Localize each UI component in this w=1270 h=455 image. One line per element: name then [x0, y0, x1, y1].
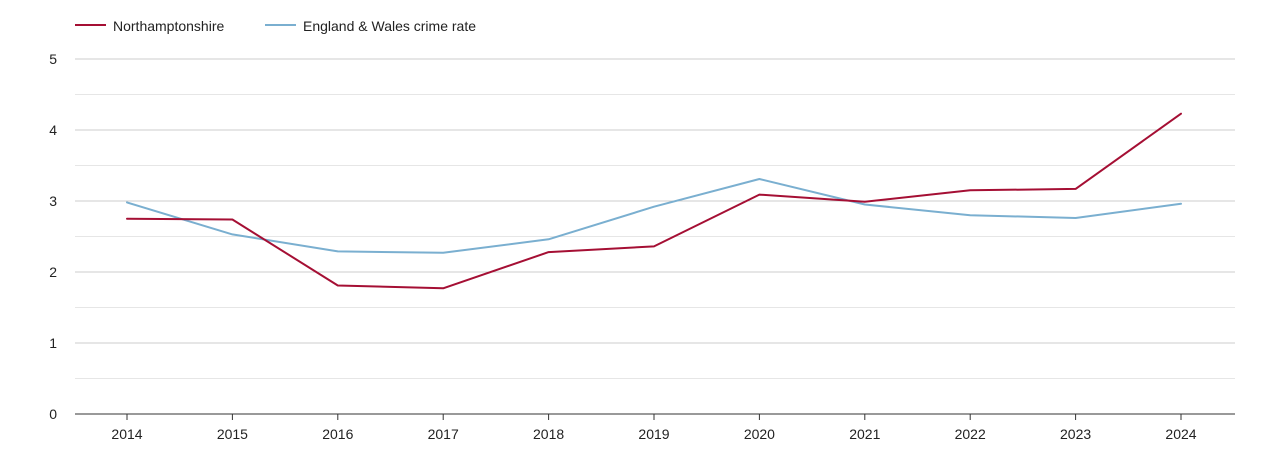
legend-label: England & Wales crime rate	[303, 18, 476, 34]
x-tick-label: 2015	[217, 426, 248, 442]
grid	[75, 58, 1235, 379]
x-tick-label: 2017	[428, 426, 459, 442]
y-axis: 0 1 2 3 4 5	[49, 51, 57, 422]
x-tick-label: 2020	[744, 426, 775, 442]
legend-item[interactable]: Northamptonshire	[75, 18, 224, 34]
x-tick-label: 2016	[322, 426, 353, 442]
y-tick-label: 4	[49, 122, 57, 138]
series-line-england-wales-crime-rate	[126, 178, 1182, 254]
x-tick-label: 2019	[638, 426, 669, 442]
x-axis: 2014 2015 2016 2017 2018 2019 2020 2021 2022 2023…	[75, 413, 1235, 442]
x-tick-label: 2024	[1165, 426, 1196, 442]
y-tick-label: 0	[49, 406, 57, 422]
y-tick-label: 2	[49, 264, 57, 280]
y-tick-label: 3	[49, 193, 57, 209]
series-group	[126, 112, 1182, 290]
y-tick-label: 5	[49, 51, 57, 67]
x-tick-label: 2022	[955, 426, 986, 442]
x-tick-label: 2023	[1060, 426, 1091, 442]
legend: Northamptonshire England & Wales crime ra…	[75, 18, 476, 34]
x-tick-label: 2018	[533, 426, 564, 442]
y-tick-label: 1	[49, 335, 57, 351]
legend-item[interactable]: England & Wales crime rate	[265, 18, 476, 34]
legend-label: Northamptonshire	[113, 18, 224, 34]
x-tick-label: 2014	[111, 426, 142, 442]
series-line-northamptonshire	[126, 112, 1182, 290]
x-tick-label: 2021	[849, 426, 880, 442]
